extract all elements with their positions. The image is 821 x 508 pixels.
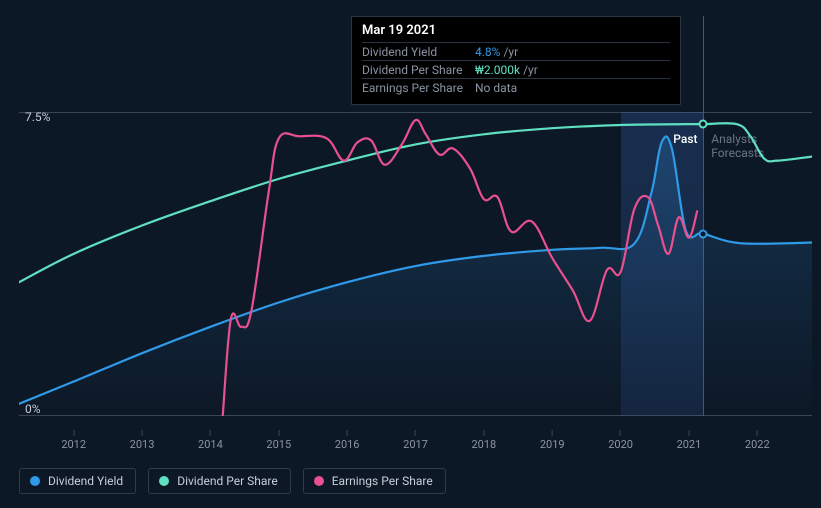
series-lines — [19, 112, 812, 416]
legend-item-dividend-per-share[interactable]: Dividend Per Share — [148, 468, 291, 494]
hover-tooltip: Mar 19 2021 Dividend Yield4.8% /yrDivide… — [351, 16, 681, 105]
x-axis-tick: 2015 — [266, 430, 291, 451]
x-axis-tick: 2013 — [130, 430, 155, 451]
hover-dot-dividend_per_share — [699, 120, 708, 129]
x-axis-tick: 2022 — [745, 430, 770, 451]
tooltip-title: Mar 19 2021 — [362, 23, 670, 42]
series-dividend_yield — [19, 136, 812, 403]
x-axis-tick: 2020 — [608, 430, 633, 451]
chart-container: 7.5% 0% Past Analysts Forecasts 2012 2013… — [0, 0, 821, 508]
series-earnings_per_share — [223, 120, 697, 416]
legend-item-earnings-per-share[interactable]: Earnings Per Share — [303, 468, 446, 494]
tooltip-row: Dividend Per Share₩2.000k /yr — [362, 60, 670, 78]
x-axis-tick: 2018 — [471, 430, 496, 451]
tooltip-row: Dividend Yield4.8% /yr — [362, 42, 670, 60]
legend: Dividend Yield Dividend Per Share Earnings… — [19, 468, 446, 494]
series-dividend_per_share — [19, 123, 812, 282]
x-axis-tick: 2017 — [403, 430, 428, 451]
legend-item-dividend-yield[interactable]: Dividend Yield — [19, 468, 136, 494]
x-axis-tick: 2016 — [335, 430, 360, 451]
x-axis-tick: 2021 — [677, 430, 702, 451]
plot-area[interactable]: 7.5% 0% Past Analysts Forecasts — [19, 112, 812, 416]
tooltip-row: Earnings Per ShareNo data — [362, 78, 670, 96]
x-axis-tick: 2019 — [540, 430, 565, 451]
hover-dot-dividend_yield — [699, 229, 708, 238]
x-axis-tick: 2014 — [198, 430, 223, 451]
x-axis-tick: 2012 — [61, 430, 86, 451]
x-axis: 2012 2013 2014 2015 2016 2017 2018 2019 2020 2021… — [19, 430, 812, 450]
